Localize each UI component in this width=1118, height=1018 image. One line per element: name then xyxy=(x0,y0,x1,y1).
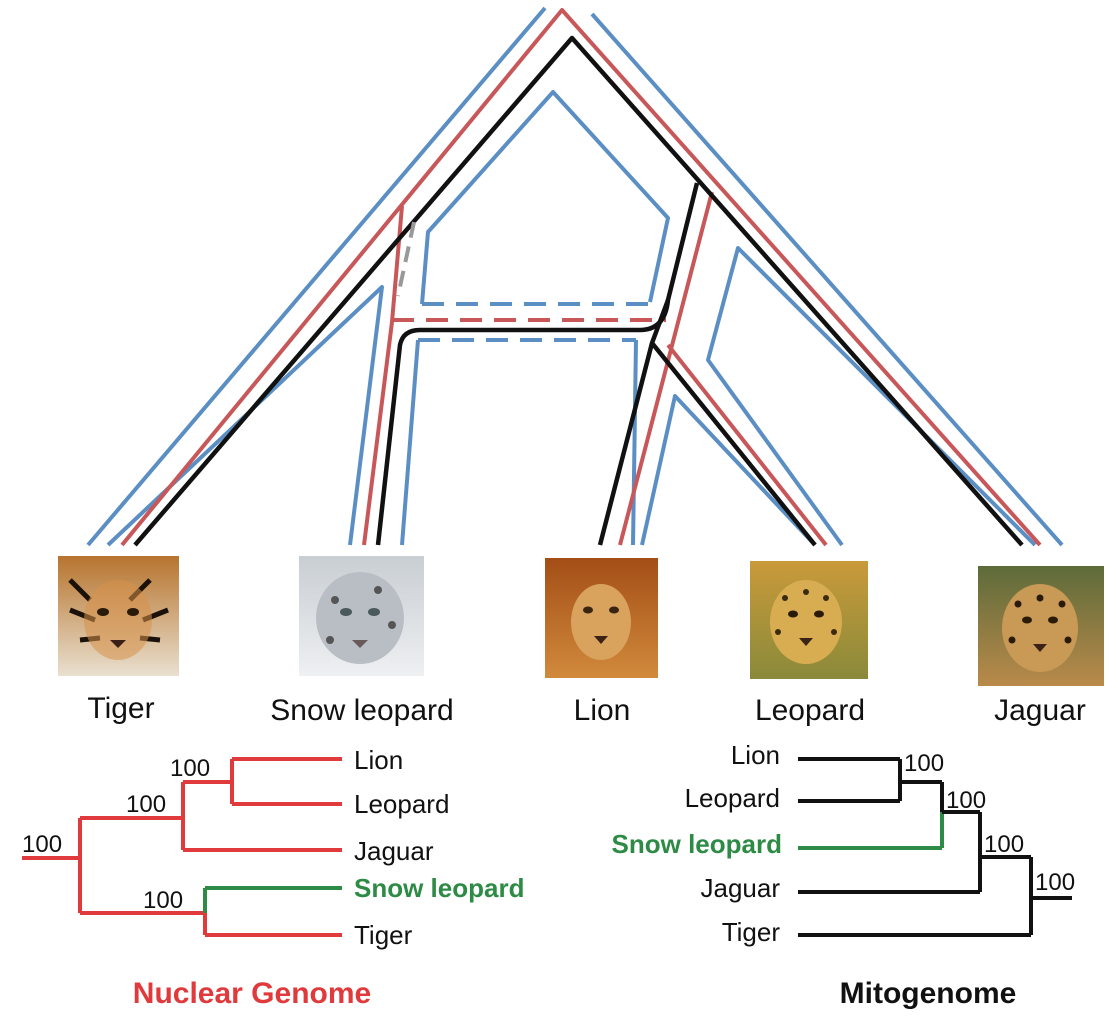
species-label-leopard: Leopard xyxy=(755,694,865,727)
red-outer xyxy=(120,8,1042,547)
nuclear-bootstrap-ljl: 100 xyxy=(126,791,166,818)
mito-bootstrap-lls: 100 xyxy=(946,787,986,814)
red-leopard xyxy=(666,343,828,547)
blue-snow-right xyxy=(400,339,420,546)
blue-lion-right xyxy=(640,394,817,547)
black-lineage xyxy=(133,35,1024,547)
nuclear-tip-leopard: Leopard xyxy=(354,789,449,819)
species-label-snow-leopard: Snow leopard xyxy=(270,694,453,727)
mitogenome-caption: Mitogenome xyxy=(840,977,1017,1010)
mito-bootstrap-llsj: 100 xyxy=(984,831,1024,858)
nuclear-genome-caption: Nuclear Genome xyxy=(133,977,371,1010)
nuclear-tip-tiger: Tiger xyxy=(354,920,413,950)
mito-tip-tiger: Tiger xyxy=(722,917,781,947)
black-outer xyxy=(133,35,1024,547)
lion-photo xyxy=(545,558,658,678)
nuclear-tip-lion: Lion xyxy=(354,745,403,775)
snow-leopard-photo xyxy=(299,556,424,676)
leopard-photo xyxy=(750,561,868,679)
blue-snow-left xyxy=(106,285,384,547)
species-label-tiger: Tiger xyxy=(87,692,154,725)
mito-tip-jaguar: Jaguar xyxy=(701,873,781,903)
mito-tip-snow-leopard: Snow leopard xyxy=(612,829,782,859)
blue-outer-right xyxy=(590,12,1064,547)
nuclear-tip-jaguar: Jaguar xyxy=(354,836,434,866)
nuclear-bootstrap-snow-tiger: 100 xyxy=(143,887,183,914)
nuclear-bootstrap-root: 100 xyxy=(22,831,62,858)
blue-jaguar-left xyxy=(706,246,1037,547)
red-lion xyxy=(618,191,714,546)
mito-tip-lion: Lion xyxy=(731,740,780,770)
tiger-photo xyxy=(58,556,179,676)
species-label-jaguar: Jaguar xyxy=(994,694,1086,727)
nuclear-tree xyxy=(22,757,342,937)
blue-outer-left xyxy=(86,6,547,547)
black-leopard xyxy=(650,341,817,547)
species-label-lion: Lion xyxy=(574,694,631,727)
nuclear-bootstrap-lion-leopard: 100 xyxy=(170,755,210,782)
red-lineage xyxy=(120,8,1042,547)
nuclear-tip-snow-leopard: Snow leopard xyxy=(354,873,524,903)
mito-bootstrap-root: 100 xyxy=(1035,869,1075,896)
mito-tip-leopard: Leopard xyxy=(685,783,780,813)
mito-bootstrap-lion-leopard: 100 xyxy=(904,750,944,777)
mito-tree xyxy=(798,757,1072,937)
blue-leopard-left xyxy=(631,339,638,546)
jaguar-photo xyxy=(978,566,1104,686)
blue-lineage xyxy=(86,6,1064,547)
species-network xyxy=(86,6,1064,547)
blue-inner-house xyxy=(420,90,670,305)
grey-dashed-gene-flow xyxy=(396,221,416,297)
